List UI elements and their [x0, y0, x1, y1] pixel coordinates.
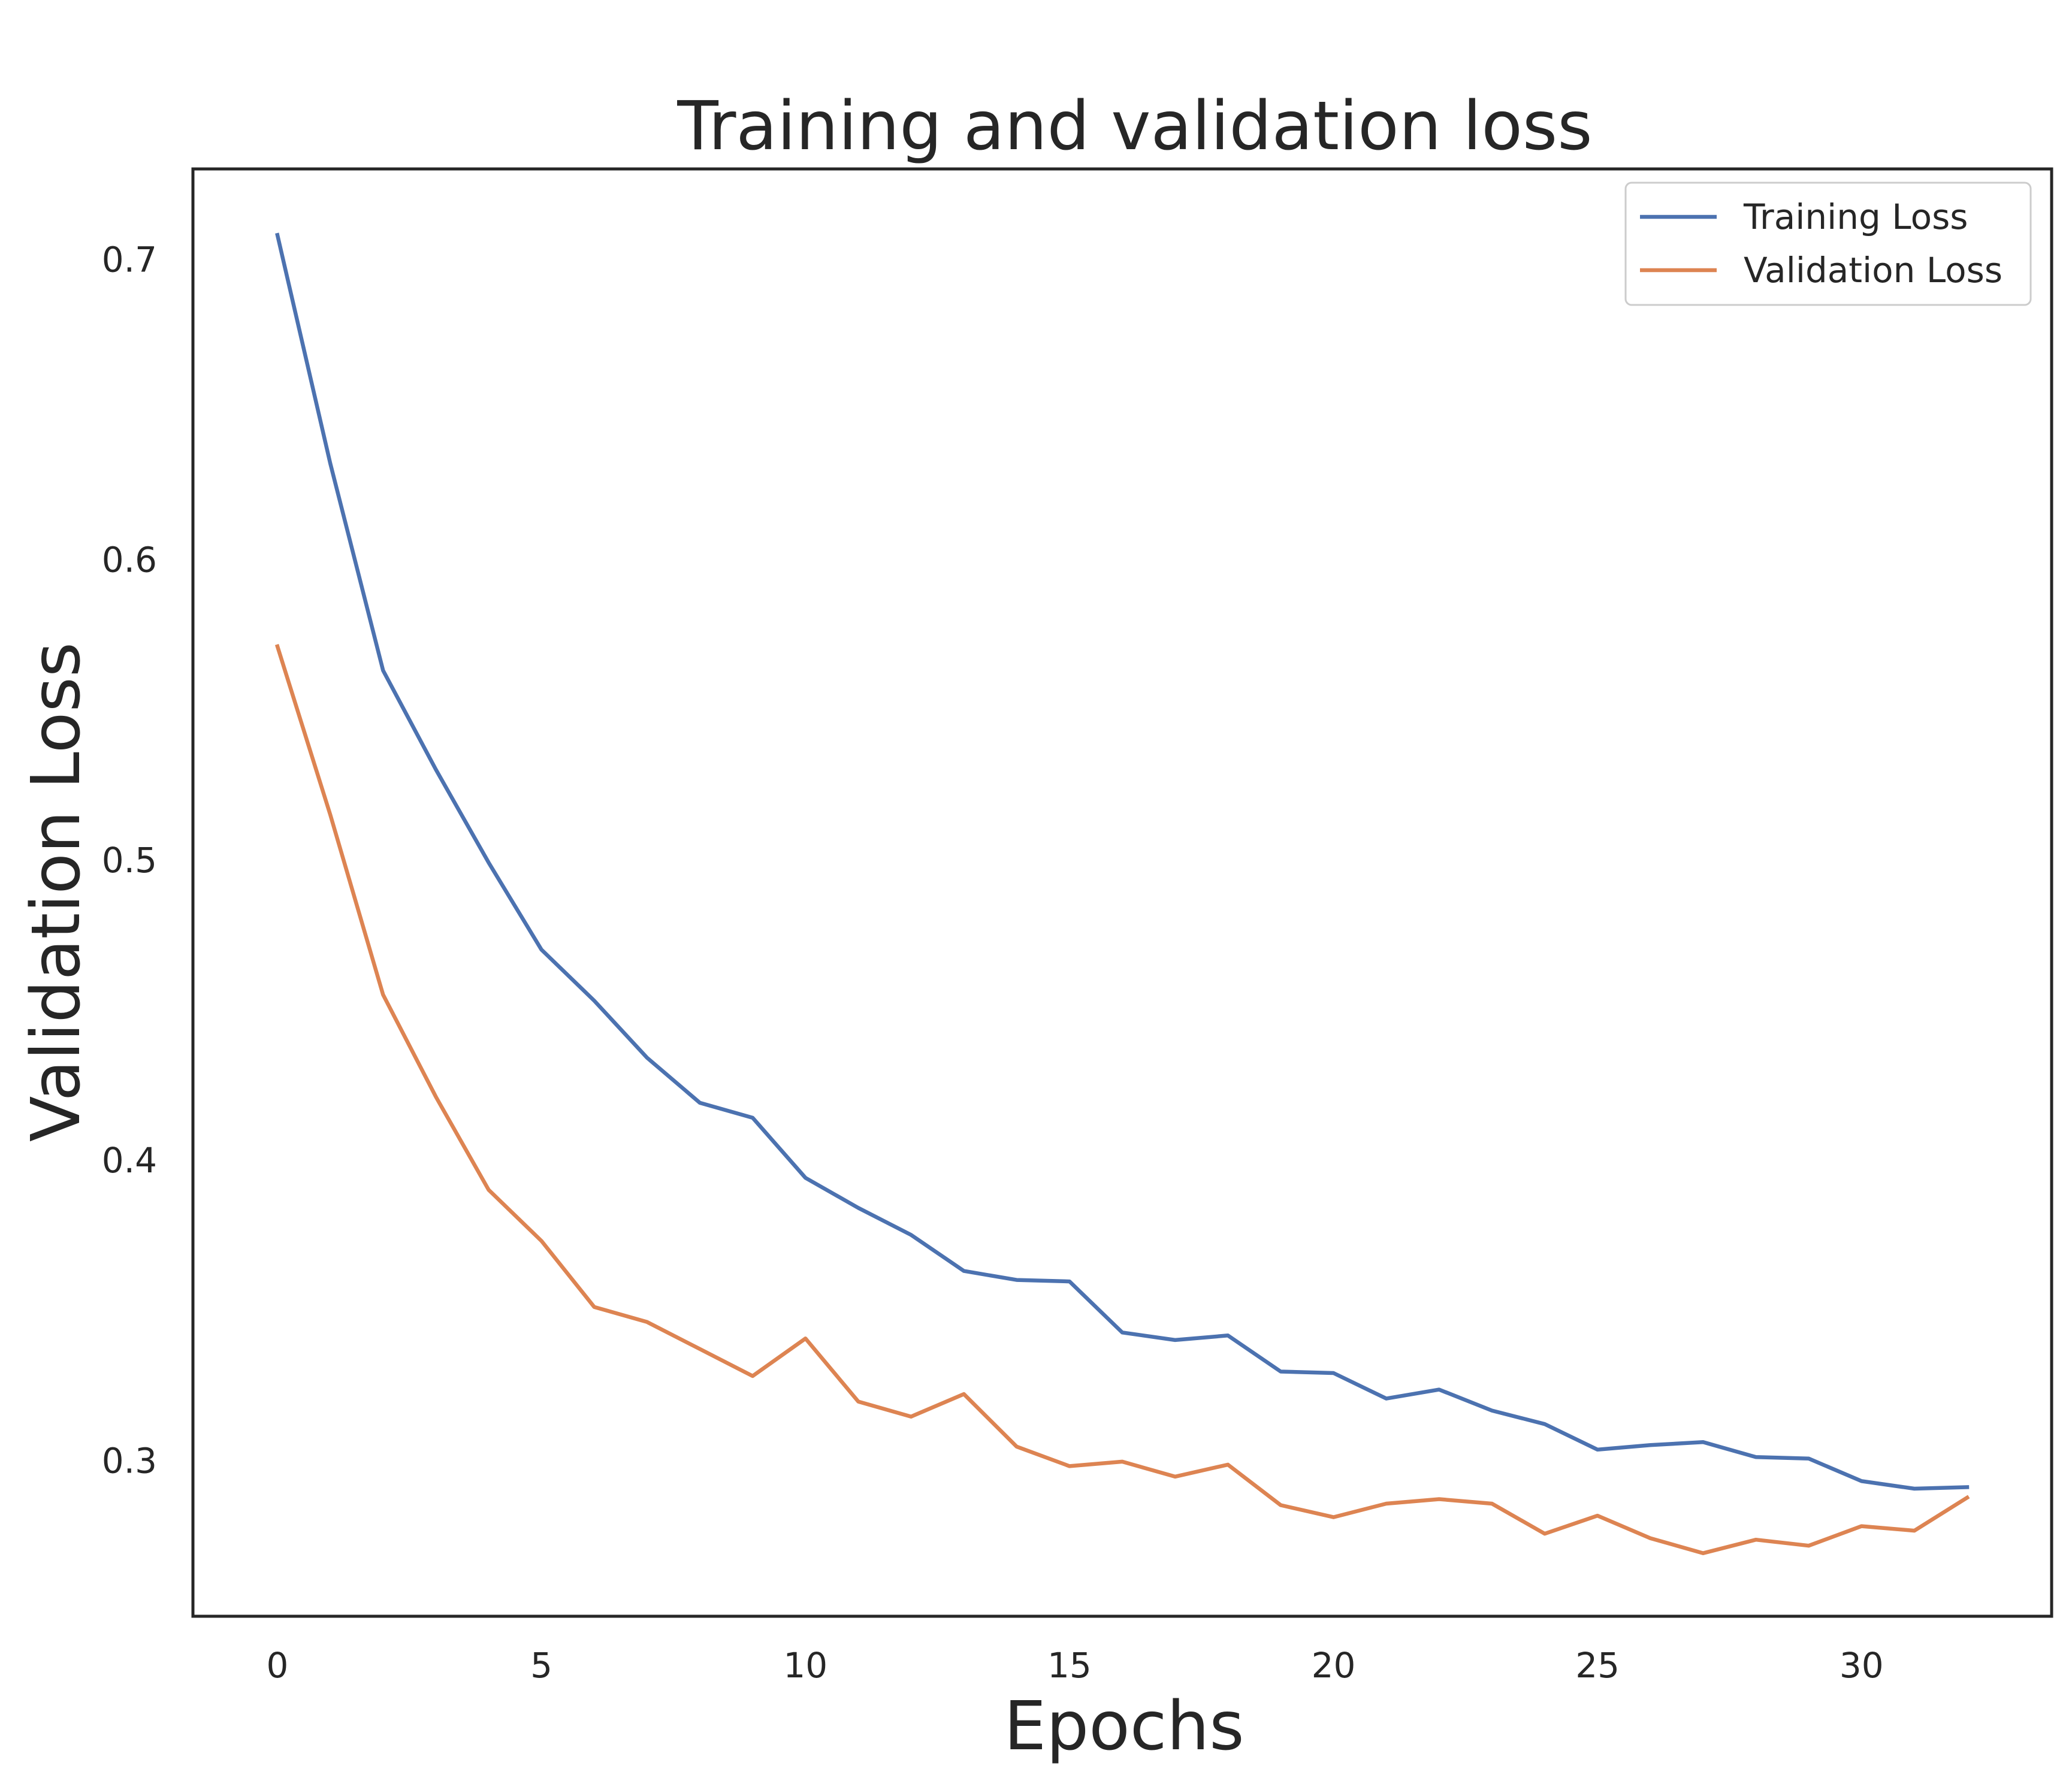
x-tick-label: 10 [783, 1645, 827, 1686]
legend-box [1624, 182, 2032, 306]
ticks-layer: 0 5 10 15 20 25 30 0.3 0.4 0.5 0.6 0.7 [102, 239, 1884, 1686]
series-line-validation-loss [274, 643, 1970, 1555]
legend-label: Training Loss [1743, 196, 1968, 237]
lines-layer [274, 232, 1970, 1555]
x-tick-label: 30 [1840, 1645, 1884, 1686]
y-tick-label: 0.3 [102, 1440, 157, 1481]
x-tick-label: 5 [530, 1645, 552, 1686]
y-tick-label: 0.5 [102, 840, 157, 881]
plot-frame [191, 167, 2053, 1618]
y-tick-label: 0.6 [102, 540, 157, 580]
y-tick-label: 0.7 [102, 239, 157, 280]
x-tick-label: 20 [1312, 1645, 1356, 1686]
legend-label: Validation Loss [1744, 250, 2002, 291]
x-axis-label: Epochs [1004, 1688, 1244, 1765]
chart-title: Training and validation loss [676, 87, 1592, 165]
y-tick-label: 0.4 [102, 1140, 157, 1181]
legend: Training Loss Validation Loss [1624, 182, 2032, 306]
series-line-training-loss [275, 232, 1970, 1491]
x-tick-label: 25 [1575, 1645, 1620, 1686]
x-tick-label: 15 [1047, 1645, 1092, 1686]
x-tick-label: 0 [267, 1645, 289, 1686]
y-axis-label: Validation Loss [17, 642, 95, 1142]
